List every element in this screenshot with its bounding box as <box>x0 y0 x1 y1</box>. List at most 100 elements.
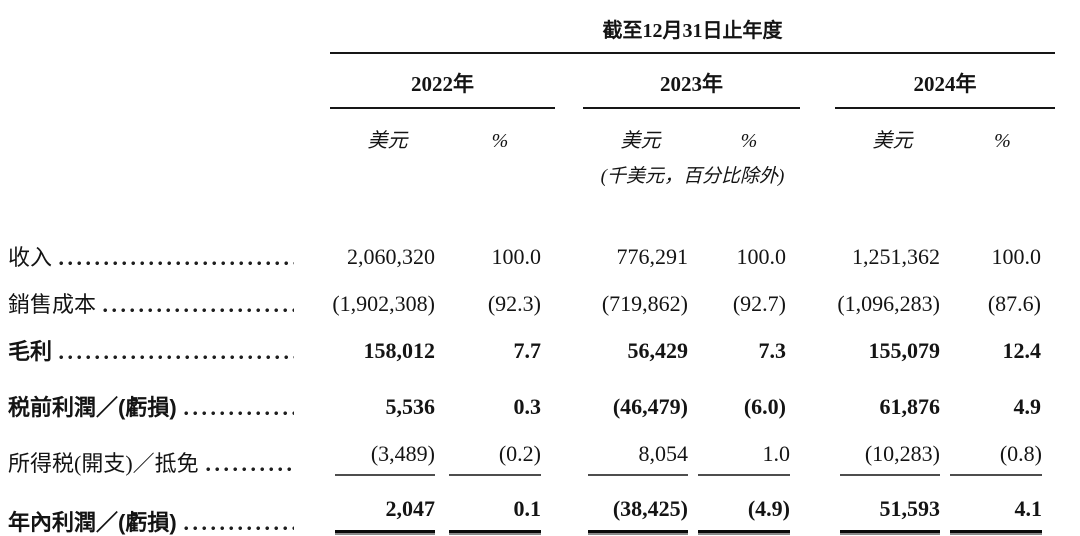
value-cell: 0.3 <box>513 394 542 419</box>
pct-column-header-2022: % <box>491 130 509 152</box>
usd-column-header-2023: 美元 <box>620 130 661 152</box>
column-spacer <box>800 270 835 317</box>
value-cell: (92.7) <box>732 291 786 316</box>
empty-corner <box>6 14 330 53</box>
period-header-row: 截至12月31日止年度 <box>6 14 1055 54</box>
total-value: 51,593 <box>879 496 941 521</box>
row-label-text: 所得税(開支)／抵免 <box>8 450 199 476</box>
value-cell: 100.0 <box>991 244 1042 269</box>
value-cell: 155,079 <box>868 338 941 363</box>
column-spacer <box>555 53 583 108</box>
double-rule <box>449 530 541 535</box>
double-rule <box>950 530 1042 535</box>
value-cell: 100.0 <box>491 244 542 269</box>
empty-cell <box>6 53 330 108</box>
single-rule: 1.0 <box>698 441 790 476</box>
value-cell: (92.3) <box>487 291 541 316</box>
row-label-text: 年內利潤／(虧損) <box>8 509 177 535</box>
column-spacer <box>555 364 583 420</box>
value-cell: 61,876 <box>879 394 941 419</box>
value-cell: 2,047 <box>330 476 445 535</box>
usd-column-header-2024: 美元 <box>872 130 913 152</box>
row-label-gross-profit: 毛利 <box>6 317 330 364</box>
year-header-2022: 2022年 <box>330 53 555 109</box>
dot-leader <box>183 526 294 531</box>
empty-cell <box>6 108 330 153</box>
value-cell: (1,902,308) <box>332 291 435 316</box>
pct-column-header-2023: % <box>740 130 758 152</box>
single-rule: 8,054 <box>588 441 688 476</box>
single-rule: (0.8) <box>950 441 1042 476</box>
value-cell: (4.9) <box>698 476 800 535</box>
value-cell: (46,479) <box>612 394 688 419</box>
value-cell: 8,054 <box>583 420 698 476</box>
column-spacer <box>555 270 583 317</box>
column-spacer <box>555 420 583 476</box>
value-cell: 51,593 <box>835 476 950 535</box>
pct-column-header-2024: % <box>994 130 1011 152</box>
column-spacer <box>800 420 835 476</box>
table-row-profit-before-tax: 税前利潤／(虧損) 5,536 0.3 (46,479) (6.0) 61,87… <box>6 364 1055 420</box>
row-label-text: 收入 <box>8 244 53 270</box>
row-label-text: 銷售成本 <box>8 291 97 317</box>
value-cell: 1,251,362 <box>852 244 940 269</box>
total-value: (38,425) <box>612 496 688 521</box>
value-cell: (719,862) <box>601 291 688 316</box>
year-header-2023: 2023年 <box>583 53 800 109</box>
double-rule <box>335 530 435 535</box>
dot-leader <box>59 355 294 360</box>
table-row-income-tax: 所得税(開支)／抵免 (3,489) (0.2) 8,054 1.0 (10,2… <box>6 420 1055 476</box>
total-value: 0.1 <box>513 496 542 521</box>
value-cell: 5,536 <box>385 394 436 419</box>
value-cell: (0.8) <box>950 420 1055 476</box>
single-rule: (3,489) <box>335 441 435 476</box>
single-rule: (0.2) <box>449 441 541 476</box>
value-cell: (0.2) <box>445 420 555 476</box>
value-cell: (10,283) <box>835 420 950 476</box>
table-row-profit-for-year: 年內利潤／(虧損) 2,047 0.1 (38,425) (4.9) 51,59… <box>6 476 1055 535</box>
single-rule: (10,283) <box>840 441 940 476</box>
value-cell: 12.4 <box>1002 338 1042 363</box>
value-cell: 7.7 <box>513 338 542 363</box>
column-spacer <box>800 188 835 270</box>
double-rule <box>840 530 940 535</box>
income-statement-table: 截至12月31日止年度 2022年 2023年 2024年 美元 % 美元 % … <box>6 14 1055 535</box>
double-rule <box>588 530 688 535</box>
value-cell: 1.0 <box>698 420 800 476</box>
total-value: (4.9) <box>747 496 790 521</box>
value-cell: 2,060,320 <box>347 244 435 269</box>
table-row-revenue: 收入 2,060,320 100.0 776,291 100.0 1,251,3… <box>6 188 1055 270</box>
total-value: 2,047 <box>385 496 436 521</box>
unit-note: (千美元，百分比除外) <box>600 166 785 187</box>
row-label-text: 税前利潤／(虧損) <box>8 394 177 420</box>
unit-note-row: (千美元，百分比除外) <box>6 153 1055 188</box>
dot-leader <box>103 308 294 313</box>
value-cell: (1,096,283) <box>837 291 940 316</box>
dot-leader <box>183 411 294 416</box>
value-cell: 100.0 <box>736 244 787 269</box>
total-value: 4.1 <box>1014 496 1043 521</box>
value-cell: 776,291 <box>616 244 689 269</box>
value-cell: (3,489) <box>330 420 445 476</box>
column-spacer <box>800 53 835 108</box>
year-header-row: 2022年 2023年 2024年 <box>6 53 1055 109</box>
column-spacer <box>555 108 583 153</box>
column-spacer <box>800 364 835 420</box>
year-header-2024: 2024年 <box>835 53 1055 109</box>
column-spacer <box>800 476 835 535</box>
column-spacer <box>555 476 583 535</box>
column-spacer <box>555 188 583 270</box>
double-rule <box>698 530 790 535</box>
row-label-profit-before-tax: 税前利潤／(虧損) <box>6 364 330 420</box>
column-spacer <box>555 317 583 364</box>
table-row-gross-profit: 毛利 158,012 7.7 56,429 7.3 155,079 12.4 <box>6 317 1055 364</box>
row-label-profit-for-year: 年內利潤／(虧損) <box>6 476 330 535</box>
table-row-cost-of-sales: 銷售成本 (1,902,308) (92.3) (719,862) (92.7)… <box>6 270 1055 317</box>
empty-cell <box>6 153 330 188</box>
value-cell: 7.3 <box>758 338 787 363</box>
row-label-revenue: 收入 <box>6 188 330 270</box>
column-spacer <box>800 108 835 153</box>
row-label-text: 毛利 <box>8 338 53 364</box>
value-cell: 158,012 <box>363 338 436 363</box>
